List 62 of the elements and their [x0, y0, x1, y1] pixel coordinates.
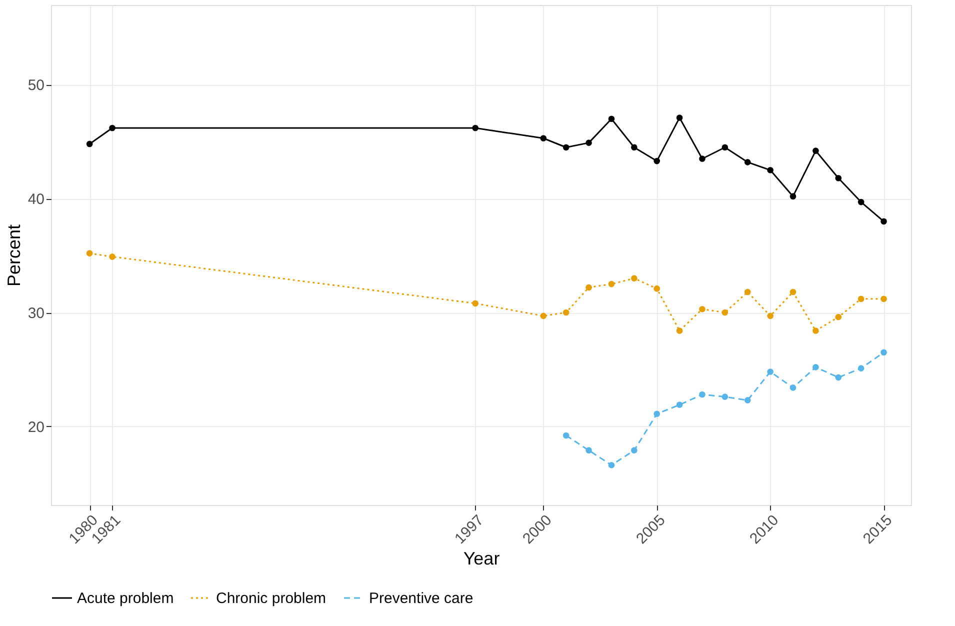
- point: [86, 250, 93, 256]
- point: [744, 288, 751, 296]
- x-axis-title: Year: [463, 548, 500, 569]
- point: [812, 364, 819, 370]
- point: [654, 285, 660, 292]
- point: [880, 218, 887, 225]
- point: [722, 394, 728, 400]
- point: [699, 156, 706, 162]
- point: [654, 410, 660, 418]
- point: [790, 288, 796, 296]
- point: [676, 402, 683, 408]
- point: [699, 306, 706, 312]
- point: [790, 193, 796, 200]
- point: [858, 296, 864, 302]
- point: [858, 365, 864, 372]
- point: [835, 174, 842, 182]
- point: [109, 124, 116, 132]
- point: [835, 374, 842, 381]
- point: [767, 368, 774, 375]
- point: [562, 309, 570, 316]
- y-tick-label: 20: [28, 418, 44, 436]
- y-tick-label: 50: [28, 77, 44, 94]
- point: [767, 312, 774, 320]
- point: [608, 280, 615, 288]
- point: [472, 124, 478, 132]
- y-axis-title: Percent: [4, 224, 24, 287]
- point: [562, 144, 570, 151]
- point: [699, 391, 706, 398]
- point: [880, 349, 887, 356]
- point: [722, 309, 728, 316]
- point: [767, 166, 774, 174]
- point: [540, 312, 547, 320]
- legend-label: Preventive care: [369, 590, 474, 607]
- point: [608, 462, 615, 468]
- point: [676, 328, 683, 334]
- point: [722, 144, 728, 151]
- point: [858, 198, 864, 206]
- point: [812, 328, 819, 334]
- point: [608, 116, 615, 122]
- point: [744, 397, 751, 404]
- point: [654, 158, 660, 164]
- point: [86, 140, 93, 148]
- point: [472, 300, 478, 307]
- point: [586, 140, 592, 146]
- point: [835, 314, 842, 320]
- point: [812, 148, 819, 154]
- y-tick-label: 30: [28, 305, 44, 322]
- point: [631, 275, 638, 282]
- point: [631, 144, 638, 151]
- point: [744, 159, 751, 166]
- legend-label: Acute problem: [77, 590, 174, 607]
- legend-label: Chronic problem: [216, 590, 326, 607]
- point: [586, 447, 592, 454]
- point: [676, 114, 683, 121]
- point: [562, 432, 570, 439]
- point: [586, 284, 592, 291]
- point: [631, 447, 638, 454]
- point: [880, 296, 887, 302]
- point: [109, 254, 116, 260]
- y-tick-label: 40: [28, 191, 44, 208]
- point: [540, 135, 547, 142]
- point: [790, 384, 796, 391]
